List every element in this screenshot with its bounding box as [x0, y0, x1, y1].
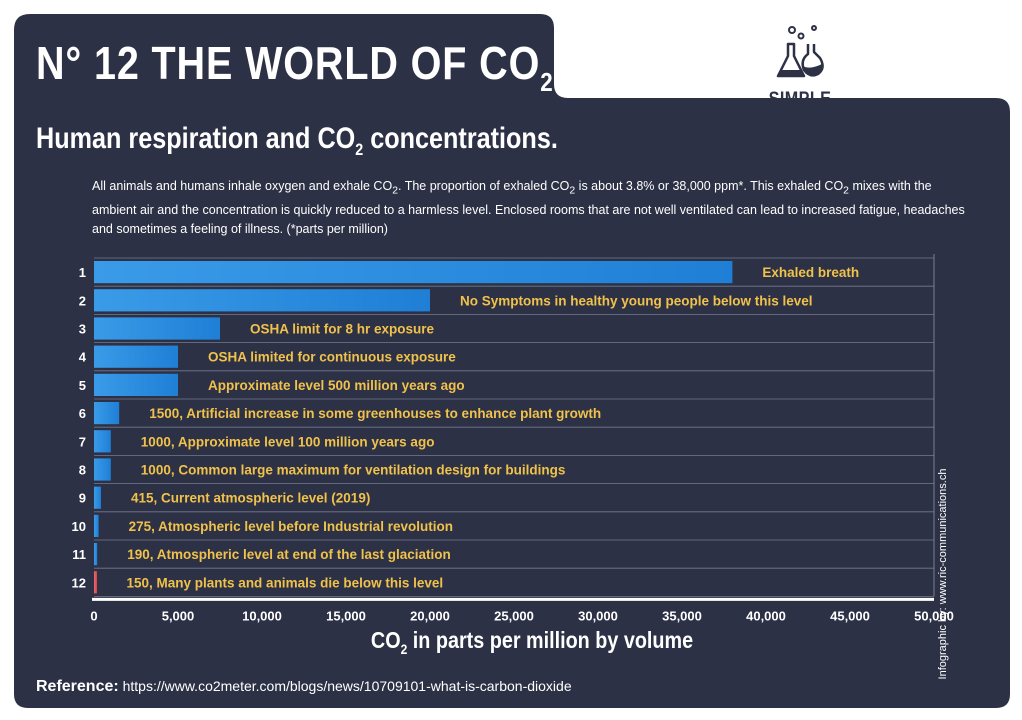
x-axis-label: CO2 in parts per million by volume	[370, 627, 694, 657]
x-tick-label: 50,000	[914, 608, 954, 623]
bar	[94, 458, 111, 481]
bar	[94, 430, 111, 453]
category-label: 4	[79, 350, 87, 365]
reference-label: Reference:	[36, 678, 119, 695]
x-tick-label: 45,000	[830, 608, 870, 623]
data-label: No Symptoms in healthy young people belo…	[460, 293, 813, 308]
data-label: 190, Atmospheric level at end of the las…	[127, 547, 451, 562]
x-tick-label: 25,000	[494, 608, 534, 623]
brand-name: SIMPLE SCIENCE	[762, 89, 838, 132]
x-tick-label: 10,000	[242, 608, 282, 623]
flask-icon	[776, 25, 824, 78]
infographic-card: N° 12 THE WORLD OF CO2 SIMPLE SCIENCE Hu…	[14, 14, 1010, 708]
bar	[94, 289, 430, 312]
x-tick-label: 15,000	[326, 608, 366, 623]
bar	[94, 543, 98, 566]
data-label: Approximate level 500 million years ago	[208, 378, 465, 393]
bar	[94, 402, 120, 425]
category-label: 5	[79, 378, 86, 393]
bar	[94, 261, 733, 284]
data-label: Exhaled breath	[762, 265, 859, 280]
page-title: N° 12 THE WORLD OF CO2	[36, 37, 554, 97]
category-label: 6	[79, 406, 86, 421]
bar-chart: 1 Exhaled breath 2 No Symptoms in healthy y…	[72, 254, 954, 623]
brand-logo: SIMPLE SCIENCE	[720, 24, 880, 133]
bar	[94, 317, 220, 340]
x-tick-label: 0	[90, 608, 97, 623]
data-label: 1000, Common large maximum for ventilati…	[141, 463, 566, 478]
category-label: 8	[79, 463, 86, 478]
category-label: 12	[72, 575, 86, 590]
data-label: 275, Atmospheric level before Industrial…	[129, 519, 453, 534]
data-label: 1000, Approximate level 100 million year…	[141, 434, 435, 449]
category-label: 10	[72, 519, 86, 534]
category-label: 1	[79, 265, 86, 280]
x-tick-label: 20,000	[410, 608, 450, 623]
data-label: 415, Current atmospheric level (2019)	[131, 491, 370, 506]
category-label: 11	[72, 547, 86, 562]
intro-text: All animals and humans inhale oxygen and…	[92, 179, 965, 236]
category-label: 7	[79, 434, 86, 449]
credit-text: Infographic by: www.ric-communications.c…	[937, 468, 949, 680]
category-label: 9	[79, 491, 86, 506]
card-background	[14, 14, 1010, 708]
chart-subtitle: Human respiration and CO2 concentrations…	[36, 122, 558, 159]
x-tick-label: 35,000	[662, 608, 702, 623]
data-label: OSHA limit for 8 hr exposure	[250, 322, 435, 337]
category-label: 3	[79, 322, 86, 337]
bar	[94, 571, 97, 594]
bar	[94, 373, 178, 396]
reference-link[interactable]: https://www.co2meter.com/blogs/news/1070…	[122, 678, 572, 694]
data-label: 150, Many plants and animals die below t…	[127, 575, 444, 590]
reference-line: Reference: https://www.co2meter.com/blog…	[36, 678, 572, 696]
data-label: 1500, Artificial increase in some greenh…	[149, 406, 601, 421]
x-tick-label: 5,000	[162, 608, 195, 623]
x-tick-label: 30,000	[578, 608, 618, 623]
data-label: OSHA limited for continuous exposure	[208, 350, 456, 365]
category-label: 2	[79, 293, 86, 308]
bar	[94, 345, 178, 368]
x-tick-label: 40,000	[746, 608, 786, 623]
bar	[94, 486, 101, 509]
bar	[94, 514, 99, 537]
